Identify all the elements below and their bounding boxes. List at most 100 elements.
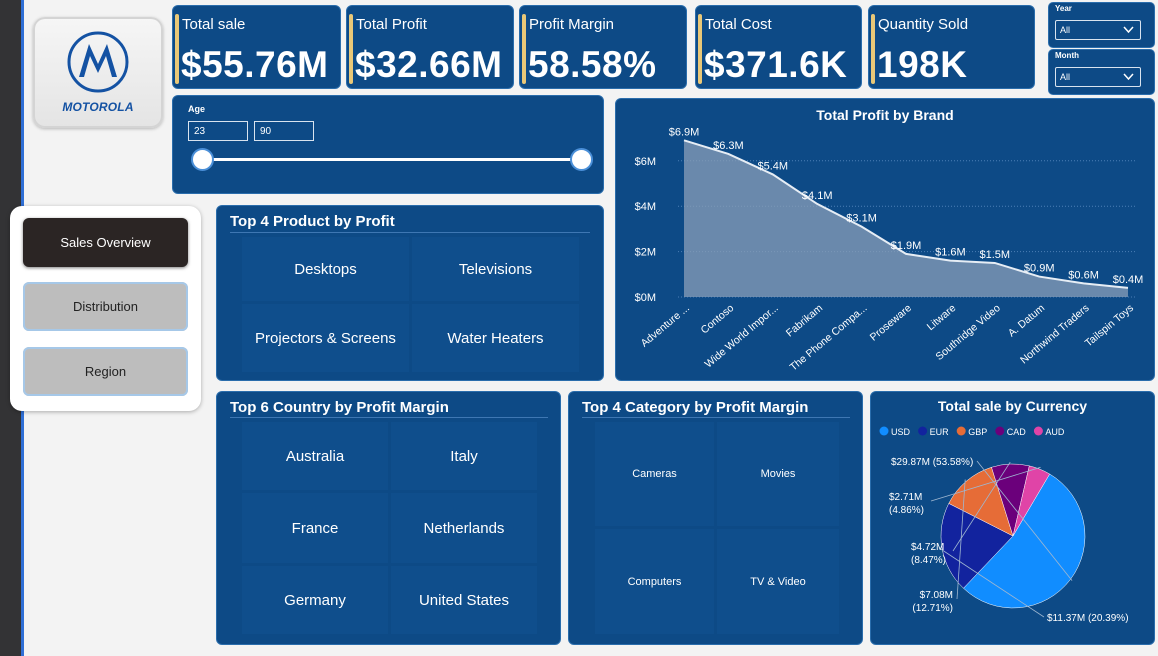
x-tick-label: The Phone Compa... xyxy=(788,302,870,373)
leader-line xyxy=(930,466,1041,502)
month-slicer-label: Month xyxy=(1055,51,1079,60)
area-chart-svg: $0M $2M $4M $6M $6.9M $6.3M $5.4M $4.1M $3.1M $1.… xyxy=(635,126,1144,373)
product-cell: Water Heaters xyxy=(412,304,579,372)
kpi-accent-bar xyxy=(522,14,526,84)
slice-label: $29.87M (53.58%) xyxy=(891,457,973,468)
year-slicer: Year All xyxy=(1048,2,1155,48)
x-tick-label: Contoso xyxy=(699,302,737,336)
title-underline xyxy=(230,417,548,418)
logo-card: MOTOROLA xyxy=(33,17,163,128)
legend-marker xyxy=(1033,426,1043,436)
age-slider-max-handle[interactable] xyxy=(570,148,593,171)
profit-by-brand-chart: Total Profit by Brand $0M $2M $4M $6M $6.9M $… xyxy=(615,98,1155,381)
month-dropdown[interactable]: All xyxy=(1055,67,1141,87)
data-label: $3.1M xyxy=(846,213,877,225)
legend-label: USD xyxy=(891,427,911,437)
data-label: $1.6M xyxy=(935,247,966,259)
page-navigation: Sales Overview Distribution Region xyxy=(10,206,201,411)
age-slicer: Age 23 90 xyxy=(172,95,604,194)
kpi-label: Quantity Sold xyxy=(878,16,969,33)
category-cell: Movies xyxy=(717,422,839,526)
pie-slice xyxy=(1012,465,1050,537)
title-underline xyxy=(582,417,850,418)
kpi-value: $55.76M xyxy=(181,44,329,85)
kpi-label: Total Cost xyxy=(705,16,772,33)
slice-label: (12.71%) xyxy=(912,603,953,614)
nav-sales-overview-button[interactable]: Sales Overview xyxy=(23,218,188,267)
top-categories-panel: Top 4 Category by Profit Margin Cameras … xyxy=(568,391,863,645)
y-tick-label: $2M xyxy=(635,247,656,259)
age-slider-min-handle[interactable] xyxy=(191,148,214,171)
age-max-input[interactable]: 90 xyxy=(254,121,314,141)
kpi-label: Total Profit xyxy=(356,16,427,33)
x-tick-label: Proseware xyxy=(868,302,914,344)
legend-label: AUD xyxy=(1045,427,1065,437)
data-label: $0.4M xyxy=(1113,274,1144,286)
year-dropdown-value: All xyxy=(1060,25,1071,35)
product-cell: Desktops xyxy=(242,237,409,301)
data-label: $0.9M xyxy=(1024,263,1055,275)
y-tick-label: $4M xyxy=(635,201,656,213)
x-tick-label: A. Datum xyxy=(1006,302,1047,339)
product-cell: Projectors & Screens xyxy=(242,304,409,372)
country-cell: Australia xyxy=(242,422,388,490)
top-countries-panel: Top 6 Country by Profit Margin Australia… xyxy=(216,391,561,645)
top-products-title: Top 4 Product by Profit xyxy=(230,213,395,230)
kpi-value: 198K xyxy=(877,44,968,85)
kpi-value: $32.66M xyxy=(355,44,503,85)
country-cell: France xyxy=(242,493,388,563)
legend-marker xyxy=(918,426,928,436)
top-categories-title: Top 4 Category by Profit Margin xyxy=(582,399,809,416)
nav-region-button[interactable]: Region xyxy=(23,347,188,396)
age-slider-track[interactable] xyxy=(203,158,581,161)
slice-label: (4.86%) xyxy=(889,505,924,516)
x-tick-label: Litware xyxy=(925,302,959,333)
slice-label: $4.72M xyxy=(911,542,944,553)
y-tick-label: $0M xyxy=(635,292,656,304)
slice-label: $2.71M xyxy=(889,492,922,503)
data-label: $1.5M xyxy=(980,249,1011,261)
legend-label: CAD xyxy=(1007,427,1027,437)
age-min-input[interactable]: 23 xyxy=(188,121,248,141)
country-cell: Italy xyxy=(391,422,537,490)
kpi-total-profit: Total Profit $32.66M xyxy=(346,5,514,89)
legend-marker xyxy=(995,426,1005,436)
data-label: $4.1M xyxy=(802,190,833,202)
kpi-total-sale: Total sale $55.76M xyxy=(172,5,341,89)
profit-by-brand-title: Total Profit by Brand xyxy=(816,107,954,123)
data-label: $6.9M xyxy=(669,126,700,138)
category-cell: Computers xyxy=(595,529,714,634)
area-line xyxy=(683,139,1129,289)
leader-line xyxy=(952,461,1011,552)
kpi-accent-bar xyxy=(349,14,353,84)
chevron-down-icon xyxy=(1123,26,1134,34)
top-countries-title: Top 6 Country by Profit Margin xyxy=(230,399,449,416)
x-tick-label: Adventure ... xyxy=(639,302,692,349)
x-tick-label: Wide World Impor... xyxy=(703,302,781,370)
month-dropdown-value: All xyxy=(1060,72,1071,82)
pie-slice xyxy=(963,473,1086,609)
logo-brand-text: MOTOROLA xyxy=(62,100,134,114)
top-products-panel: Top 4 Product by Profit Desktops Televis… xyxy=(216,205,604,381)
area-fill xyxy=(684,140,1128,297)
leader-line xyxy=(956,479,966,600)
category-cell: TV & Video xyxy=(717,529,839,634)
year-dropdown[interactable]: All xyxy=(1055,20,1141,40)
age-slicer-label: Age xyxy=(188,104,206,114)
legend-label: EUR xyxy=(930,427,950,437)
kpi-accent-bar xyxy=(175,14,179,84)
x-tick-label: Fabrikam xyxy=(784,302,825,339)
sale-by-currency-chart: Total sale by Currency USD EUR GBP CAD AUD $2… xyxy=(870,391,1155,645)
kpi-value: 58.58% xyxy=(528,44,657,85)
slice-label: (8.47%) xyxy=(911,555,946,566)
kpi-total-cost: Total Cost $371.6K xyxy=(695,5,862,89)
kpi-profit-margin: Profit Margin 58.58% xyxy=(519,5,687,89)
data-label: $5.4M xyxy=(758,160,789,172)
y-tick-label: $6M xyxy=(635,156,656,168)
country-cell: Netherlands xyxy=(391,493,537,563)
data-label: $1.9M xyxy=(891,240,922,252)
nav-distribution-button[interactable]: Distribution xyxy=(23,282,188,331)
motorola-logo-icon xyxy=(67,31,129,93)
data-label: $6.3M xyxy=(713,140,744,152)
kpi-label: Total sale xyxy=(182,16,246,33)
